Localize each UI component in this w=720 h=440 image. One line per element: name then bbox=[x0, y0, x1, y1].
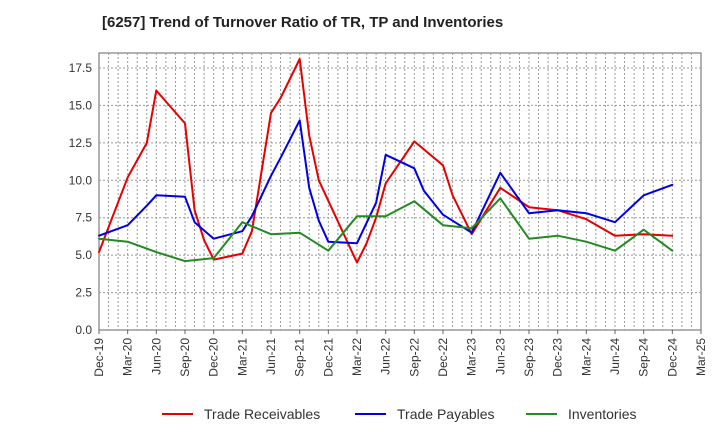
x-tick-label: Dec-21 bbox=[321, 338, 335, 377]
x-tick-label: Sep-20 bbox=[178, 338, 192, 377]
legend-label: Trade Payables bbox=[397, 406, 495, 422]
x-tick-label: Dec-20 bbox=[207, 338, 221, 377]
y-tick-label: 10.0 bbox=[69, 173, 93, 187]
series-line-trade-receivables bbox=[98, 58, 674, 264]
x-tick-label: Jun-23 bbox=[493, 338, 507, 375]
y-tick-label: 17.5 bbox=[69, 61, 93, 75]
x-tick-label: Mar-23 bbox=[465, 338, 479, 376]
y-tick-label: 5.0 bbox=[75, 248, 92, 262]
y-tick-label: 2.5 bbox=[75, 286, 92, 300]
x-tick-label: Dec-22 bbox=[436, 338, 450, 377]
x-tick-label: Jun-24 bbox=[608, 338, 622, 375]
x-tick-label: Mar-22 bbox=[350, 338, 364, 376]
y-tick-label: 12.5 bbox=[69, 136, 93, 150]
x-tick-label: Mar-25 bbox=[694, 338, 708, 376]
legend-label: Trade Receivables bbox=[204, 406, 320, 422]
chart-title: [6257] Trend of Turnover Ratio of TR, TP… bbox=[102, 14, 504, 31]
x-tick-label: Mar-20 bbox=[121, 338, 135, 376]
x-tick-label: Jun-21 bbox=[264, 338, 278, 375]
y-tick-label: 0.0 bbox=[75, 323, 92, 337]
y-tick-label: 7.5 bbox=[75, 211, 92, 225]
x-tick-label: Sep-21 bbox=[293, 338, 307, 377]
series-line-trade-payables bbox=[98, 119, 674, 245]
x-tick-label: Mar-21 bbox=[235, 338, 249, 376]
x-tick-label: Mar-24 bbox=[579, 338, 593, 376]
legend-label: Inventories bbox=[568, 406, 636, 422]
x-tick-label: Jun-20 bbox=[149, 338, 163, 375]
x-tick-label: Sep-24 bbox=[637, 338, 651, 377]
x-tick-label: Dec-24 bbox=[665, 338, 679, 377]
y-tick-label: 15.0 bbox=[69, 98, 93, 112]
x-tick-label: Dec-23 bbox=[551, 338, 565, 377]
x-tick-label: Dec-19 bbox=[92, 338, 106, 377]
series-line-inventories bbox=[98, 197, 674, 263]
x-tick-label: Sep-23 bbox=[522, 338, 536, 377]
x-tick-label: Sep-22 bbox=[407, 338, 421, 377]
x-tick-label: Jun-22 bbox=[379, 338, 393, 375]
plot-area bbox=[98, 52, 702, 331]
